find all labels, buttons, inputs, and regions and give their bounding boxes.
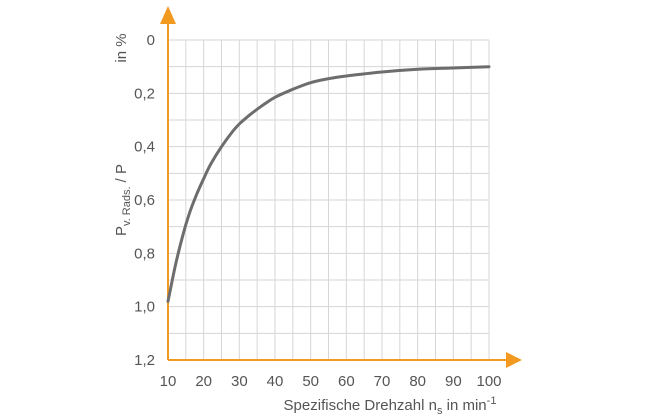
x-tick-label: 50 — [302, 373, 319, 390]
x-tick-label: 100 — [476, 373, 501, 390]
x-axis-label-main: Spezifische Drehzahl n — [284, 397, 437, 414]
y-axis-arrow — [160, 6, 176, 24]
tick-labels: 10 20 30 40 50 60 70 80 90 100 0 0,2 0,4 0,6 0,8 1,0 1,2 — [134, 32, 501, 390]
x-tick-label: 70 — [374, 373, 391, 390]
x-tick-label: 60 — [338, 373, 355, 390]
x-tick-label: 30 — [231, 373, 248, 390]
y-axis-label-sub: v. Rads. — [121, 186, 133, 226]
x-axis-label-sup: -1 — [487, 395, 497, 407]
x-axis-label: Spezifische Drehzahl ns in min-1 — [284, 395, 497, 416]
series-line — [166, 65, 491, 303]
x-tick-label: 20 — [195, 373, 212, 390]
x-axis-arrow — [506, 352, 522, 368]
x-tick-label: 80 — [409, 373, 426, 390]
grid — [168, 39, 490, 360]
y-tick-label: 0,4 — [134, 139, 155, 156]
y-tick-label: 1,0 — [134, 299, 155, 316]
axes — [160, 6, 522, 368]
y-tick-label: 0 — [147, 32, 155, 49]
x-tick-label: 40 — [267, 373, 284, 390]
y-unit-label: in % — [113, 33, 130, 62]
y-axis-label: Pv. Rads. / P — [113, 164, 133, 236]
y-tick-label: 1,2 — [134, 352, 155, 369]
x-tick-label: 90 — [445, 373, 462, 390]
x-axis-label-tail: in min — [442, 397, 486, 414]
y-axis-label-tail: / P — [113, 164, 130, 187]
x-tick-label: 10 — [160, 373, 177, 390]
y-tick-label: 0,2 — [134, 85, 155, 102]
y-axis-label-main: P — [113, 226, 130, 236]
y-tick-label: 0,8 — [134, 245, 155, 262]
y-tick-label: 0,6 — [134, 192, 155, 209]
x-axis-label-sub: s — [437, 405, 443, 416]
